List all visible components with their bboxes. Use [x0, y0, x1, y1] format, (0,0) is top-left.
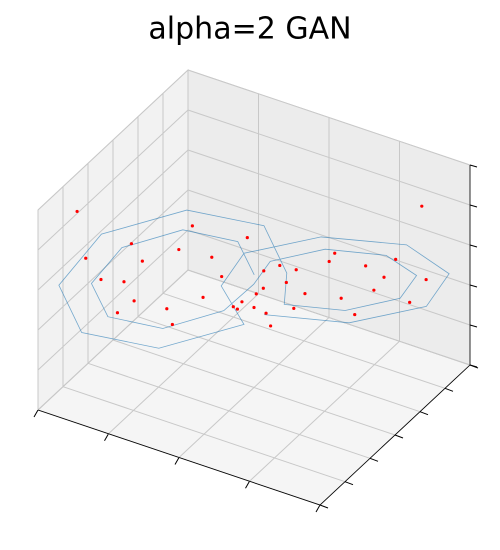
sample-point — [364, 264, 368, 268]
chart-title: alpha=2 GAN — [148, 12, 351, 47]
grid-line — [112, 339, 396, 436]
sample-point — [339, 296, 343, 300]
sample-point — [177, 247, 181, 252]
sample-point — [424, 277, 428, 282]
axis-line — [37, 165, 471, 506]
tick-mark — [319, 504, 329, 509]
sample-point — [264, 311, 268, 315]
sample-point — [220, 274, 224, 279]
grid-line — [37, 189, 189, 331]
sample-point — [210, 255, 214, 259]
tick-mark — [444, 387, 454, 392]
sample-point — [372, 288, 376, 292]
sample-point — [170, 322, 174, 327]
sample-point — [201, 295, 205, 299]
sample-point — [75, 209, 79, 214]
grid-line — [187, 109, 471, 206]
tick-mark — [469, 244, 478, 248]
sample-point — [115, 311, 120, 315]
tick-mark — [469, 324, 478, 328]
grid-line — [37, 149, 189, 291]
grid-line — [87, 362, 371, 459]
tick-mark — [245, 481, 250, 489]
tick-mark — [469, 284, 478, 288]
grid-line — [37, 229, 189, 371]
grid-line — [187, 269, 471, 366]
trajectory — [58, 209, 450, 349]
sample-point — [99, 277, 103, 282]
sample-point — [245, 236, 249, 240]
sample-point — [327, 259, 331, 264]
sample-point — [420, 204, 424, 208]
grid-line — [137, 316, 421, 413]
sample-point — [129, 242, 134, 246]
grid-line — [37, 269, 189, 411]
sample-point — [394, 257, 398, 261]
sample-point — [84, 256, 88, 260]
tick-mark — [369, 457, 379, 462]
sample-point — [262, 269, 266, 273]
sample-point — [235, 307, 239, 311]
grid-line — [187, 149, 471, 246]
tick-mark — [104, 433, 109, 441]
tick-mark — [469, 364, 478, 368]
sample-point — [353, 312, 357, 317]
sample-point — [254, 292, 258, 296]
tick-mark — [469, 164, 478, 168]
sample-point — [278, 263, 282, 268]
sample-point — [240, 300, 244, 304]
tick-mark — [394, 434, 404, 439]
grid-line — [62, 386, 346, 483]
tick-mark — [419, 411, 429, 416]
sample-point — [140, 259, 144, 263]
sample-point — [231, 305, 235, 309]
tick-mark — [344, 481, 354, 486]
sample-point — [292, 306, 296, 310]
tick-mark — [469, 204, 478, 208]
grid-line — [187, 69, 471, 166]
tick-mark — [315, 504, 321, 513]
sample-point — [333, 251, 337, 255]
sample-point — [382, 275, 386, 279]
sample-point — [132, 299, 136, 303]
sample-point — [122, 280, 126, 284]
grid-line — [162, 292, 446, 389]
grid-line — [37, 69, 189, 211]
sample-point — [190, 224, 194, 228]
grid-line — [37, 109, 189, 251]
sample-point — [252, 305, 256, 310]
sample-point — [408, 300, 412, 304]
sample-point — [165, 307, 169, 311]
sample-point — [294, 268, 298, 272]
grid-line — [187, 229, 471, 326]
tick-mark — [174, 457, 180, 465]
sample-point — [269, 324, 273, 328]
sample-point — [261, 286, 265, 290]
sample-point — [303, 292, 307, 296]
tick-mark — [33, 409, 39, 418]
sample-point — [284, 280, 288, 285]
